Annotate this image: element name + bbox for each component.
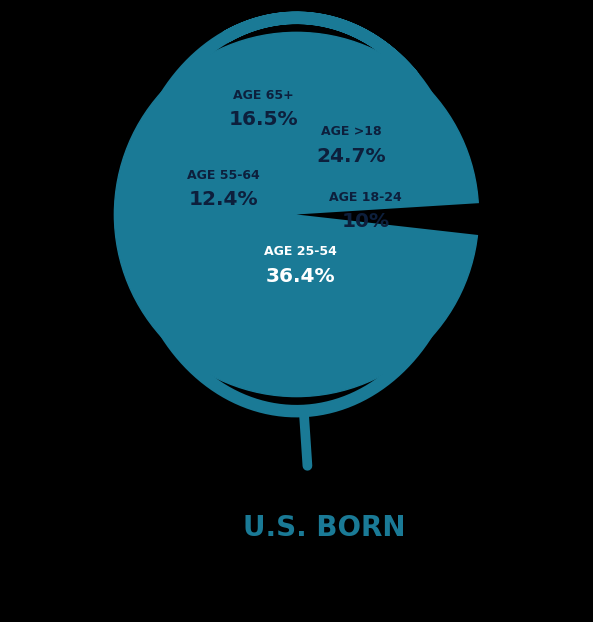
Text: 16.5%: 16.5% xyxy=(229,110,298,129)
Circle shape xyxy=(114,32,479,397)
Text: 12.4%: 12.4% xyxy=(189,190,259,210)
Text: AGE 18-24: AGE 18-24 xyxy=(329,191,402,203)
Text: AGE 55-64: AGE 55-64 xyxy=(187,169,260,182)
Text: U.S. BORN: U.S. BORN xyxy=(243,514,405,542)
Text: AGE 25-54: AGE 25-54 xyxy=(264,245,337,258)
Wedge shape xyxy=(296,203,487,236)
Text: 10%: 10% xyxy=(342,212,390,231)
Text: 24.7%: 24.7% xyxy=(316,147,386,165)
Text: AGE 65+: AGE 65+ xyxy=(233,89,294,101)
Text: AGE >18: AGE >18 xyxy=(321,125,381,138)
Text: 36.4%: 36.4% xyxy=(265,267,335,286)
